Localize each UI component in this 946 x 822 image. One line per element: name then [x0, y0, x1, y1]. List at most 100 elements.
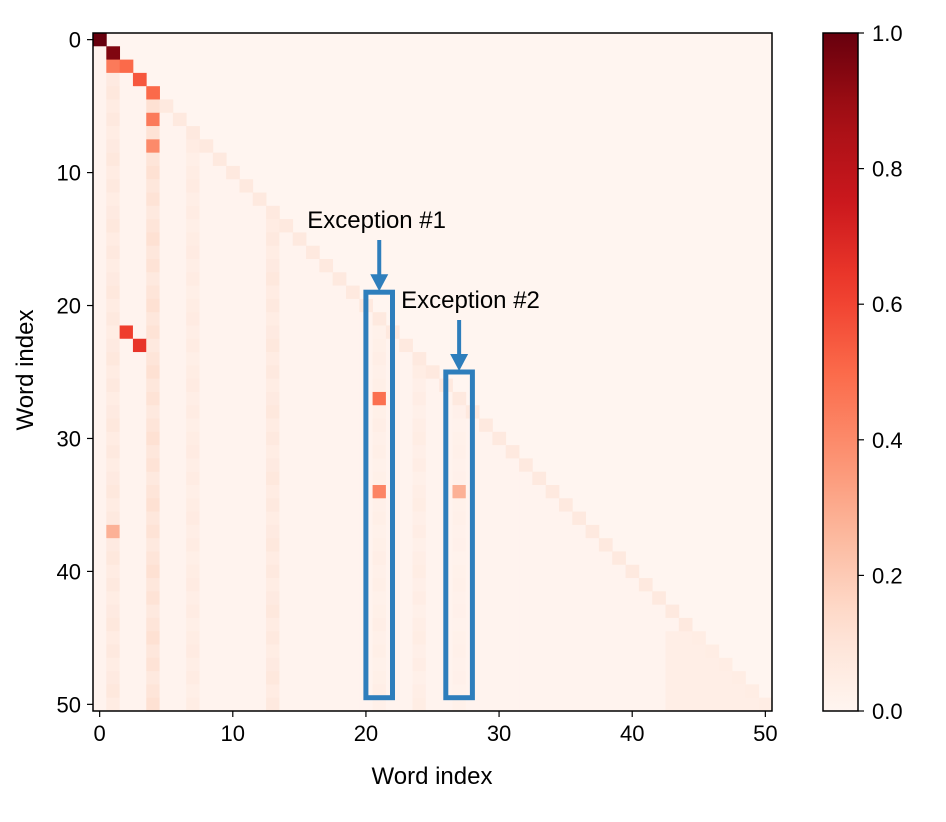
heatmap-cell [492, 564, 507, 579]
heatmap-cell [345, 285, 360, 300]
heatmap-cell [226, 365, 240, 380]
heatmap-cell [292, 617, 307, 632]
heatmap-cell [345, 405, 360, 419]
heatmap-cell [319, 591, 334, 606]
heatmap-cell [505, 471, 520, 486]
heatmap-cell [306, 511, 320, 526]
heatmap-cell [93, 498, 107, 512]
heatmap-cell [332, 684, 347, 699]
heatmap-cell [372, 485, 387, 499]
heatmap-cell [532, 617, 547, 632]
heatmap-cell [292, 365, 307, 380]
heatmap-cell [332, 564, 347, 579]
heatmap-cell [132, 551, 147, 566]
heatmap-cell [306, 578, 320, 592]
heatmap-cell [132, 498, 147, 512]
heatmap-cell [106, 631, 121, 645]
heatmap-cell [239, 578, 254, 592]
heatmap-cell [665, 604, 680, 619]
heatmap-cell [146, 511, 160, 526]
heatmap-cell [452, 617, 467, 632]
heatmap-cell [319, 657, 334, 672]
heatmap-cell [292, 697, 307, 712]
heatmap-cell [119, 617, 134, 632]
heatmap-cell [132, 578, 147, 592]
heatmap-cell [479, 578, 493, 592]
heatmap-cell [345, 365, 360, 380]
annotation-label: Exception #1 [307, 207, 446, 234]
heatmap-cell [412, 378, 427, 393]
heatmap-cell [159, 325, 174, 340]
heatmap-cell [306, 352, 320, 366]
heatmap-cell [212, 564, 227, 579]
heatmap-cell [532, 498, 547, 512]
heatmap-cell [186, 511, 200, 526]
heatmap-cell [319, 644, 334, 659]
heatmap-cell [332, 445, 347, 459]
heatmap-cell [279, 431, 294, 446]
heatmap-cell [372, 511, 387, 526]
heatmap-cell [239, 591, 254, 606]
heatmap-cell [106, 431, 121, 446]
heatmap-cell [186, 538, 200, 552]
heatmap-cell [106, 59, 121, 74]
heatmap-cell [332, 644, 347, 659]
heatmap-cell [279, 365, 294, 380]
heatmap-cell [119, 378, 134, 393]
heatmap-cell [252, 298, 267, 313]
heatmap-cell [226, 617, 240, 632]
x-tick-label: 40 [620, 721, 644, 746]
heatmap-cell [266, 259, 280, 273]
heatmap-cell [279, 245, 294, 260]
heatmap-cell [345, 644, 360, 659]
heatmap-cell [159, 458, 174, 473]
heatmap-cell [266, 431, 280, 446]
heatmap-cell [319, 578, 334, 592]
heatmap-cell [345, 298, 360, 313]
heatmap-cell [266, 298, 280, 313]
heatmap-cell [212, 524, 227, 539]
heatmap-cell [239, 285, 254, 300]
heatmap-cell [93, 485, 107, 499]
heatmap-cell [558, 644, 573, 659]
heatmap-cell [159, 272, 174, 286]
heatmap-cell [226, 697, 240, 712]
heatmap-cell [159, 152, 174, 167]
heatmap-cell [292, 418, 307, 433]
heatmap-cell [306, 391, 320, 406]
heatmap-cell [345, 498, 360, 512]
heatmap-cell [106, 312, 121, 326]
heatmap-cell [252, 205, 267, 220]
heatmap-cell [266, 352, 280, 366]
heatmap-cell [146, 564, 160, 579]
heatmap-cell [172, 551, 187, 566]
heatmap-cell [93, 33, 107, 47]
exception-box [443, 369, 475, 701]
heatmap-cell [212, 551, 227, 566]
heatmap-cell [332, 591, 347, 606]
heatmap-cell [505, 657, 520, 672]
heatmap-cell [532, 631, 547, 645]
heatmap-cell [146, 245, 160, 260]
heatmap-cell [332, 338, 347, 353]
heatmap-cell [625, 684, 640, 699]
heatmap-cell [226, 524, 240, 539]
heatmap-cell [332, 617, 347, 632]
heatmap-cell [319, 458, 334, 473]
heatmap-cell [186, 578, 200, 592]
heatmap-cell [572, 617, 586, 632]
heatmap-cell [132, 165, 147, 180]
heatmap-cell [292, 657, 307, 672]
heatmap-cell [266, 391, 280, 406]
heatmap-cell [492, 471, 507, 486]
heatmap-cell [678, 657, 693, 672]
heatmap-cell [199, 139, 214, 154]
heatmap-cell [319, 312, 334, 326]
heatmap-cell [359, 697, 373, 712]
heatmap-cell [452, 551, 467, 566]
heatmap-cell [345, 538, 360, 552]
heatmap-cell [119, 179, 134, 193]
heatmap-cell [452, 578, 467, 592]
heatmap-cell [252, 644, 267, 659]
heatmap-cell [226, 378, 240, 393]
